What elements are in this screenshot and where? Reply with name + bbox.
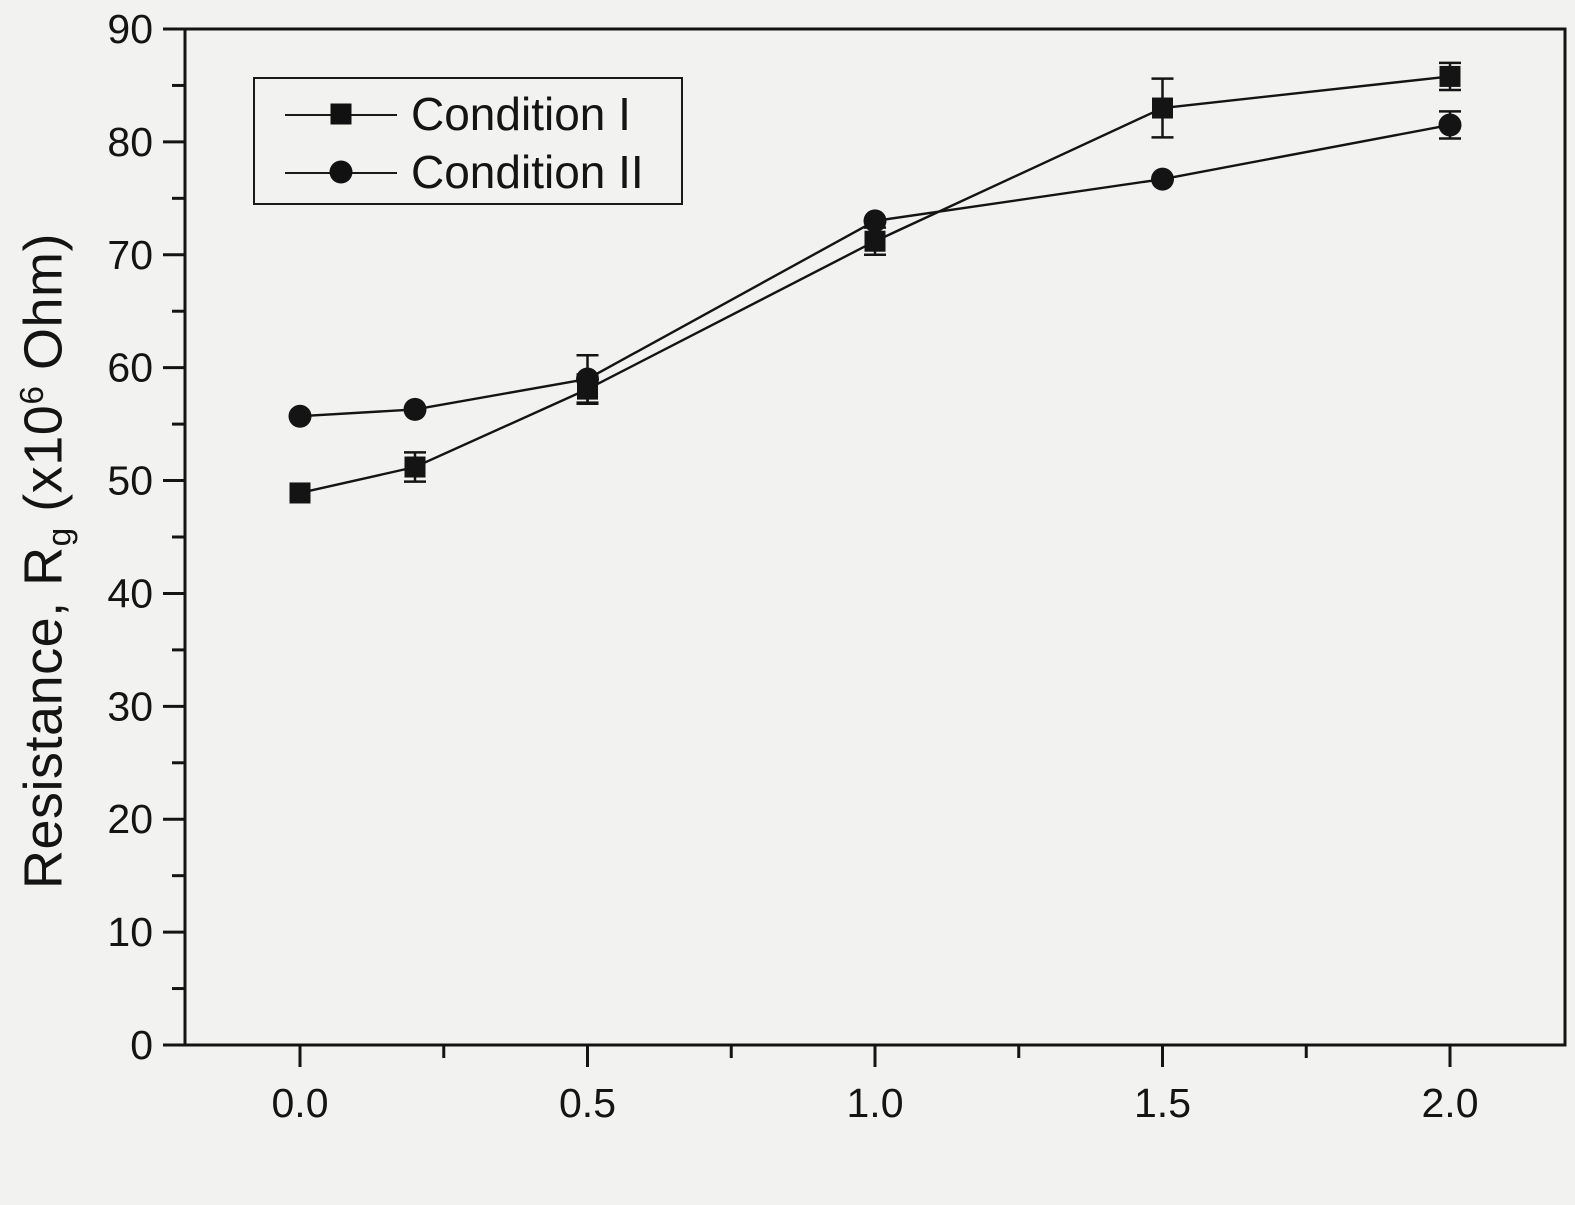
y-axis-title-suffix: Ohm)	[13, 233, 74, 386]
series-condition-i-point	[404, 456, 426, 478]
series-condition-ii	[288, 110, 1462, 428]
series-condition-i	[289, 61, 1461, 504]
x-tick-label: 2.0	[1422, 1080, 1479, 1126]
series-condition-ii-point	[863, 209, 887, 233]
y-tick-label: 80	[107, 119, 153, 165]
square-marker-icon	[330, 103, 352, 125]
y-tick-label: 30	[107, 683, 153, 729]
series-condition-i-point	[289, 482, 311, 504]
legend-entry-condition-ii: Condition II	[285, 143, 681, 201]
y-axis-title-superscript: 6	[13, 385, 51, 405]
y-tick-label: 0	[130, 1022, 153, 1068]
legend-swatch-square	[285, 99, 397, 129]
x-tick-label: 0.5	[559, 1080, 616, 1126]
series-condition-ii-line	[299, 123, 1451, 418]
y-tick-label: 50	[107, 458, 153, 504]
legend-label: Condition II	[411, 146, 644, 198]
series-condition-ii-point	[1151, 167, 1174, 191]
series-condition-i-point	[1439, 65, 1461, 87]
series-condition-i-point	[1152, 97, 1173, 119]
y-tick-label: 60	[107, 345, 153, 391]
y-axis-title-mid: (x10	[13, 404, 74, 528]
y-tick-label: 40	[107, 570, 153, 616]
series-condition-i-line	[299, 75, 1451, 495]
x-tick-label: 1.0	[847, 1080, 904, 1126]
y-axis-ticks	[163, 27, 185, 1047]
series-condition-ii-point	[288, 404, 312, 428]
series-condition-ii-point	[576, 367, 599, 391]
x-tick-label: 1.5	[1134, 1080, 1191, 1126]
y-tick-label: 90	[107, 6, 153, 52]
circle-marker-icon	[329, 160, 353, 184]
y-tick-label: 10	[107, 909, 153, 955]
legend-swatch-circle	[285, 157, 397, 187]
y-tick-label: 20	[107, 796, 153, 842]
legend: Condition I Condition II	[253, 77, 683, 205]
y-tick-label: 70	[107, 232, 153, 278]
y-axis-title-prefix: Resistance, R	[13, 546, 74, 889]
y-axis-title: Resistance, Rg (x106 Ohm)	[0, 233, 142, 951]
legend-label: Condition I	[411, 88, 631, 140]
x-axis-title: Flow rate (mL/min)	[619, 1142, 1140, 1205]
legend-entry-condition-i: Condition I	[285, 85, 681, 143]
y-axis-title-subscript: g	[41, 527, 79, 547]
y-tick-labels: 0 10 20 30 40 50 60 70 80 90	[107, 6, 153, 1068]
series-condition-i-point	[864, 230, 886, 252]
x-axis-ticks	[298, 1045, 1452, 1067]
series-condition-ii-point	[403, 397, 427, 421]
x-tick-label: 0.0	[272, 1080, 329, 1126]
x-tick-labels: 0.0 0.5 1.0 1.5 2.0	[272, 1080, 1479, 1126]
series-condition-ii-point	[1438, 113, 1462, 137]
